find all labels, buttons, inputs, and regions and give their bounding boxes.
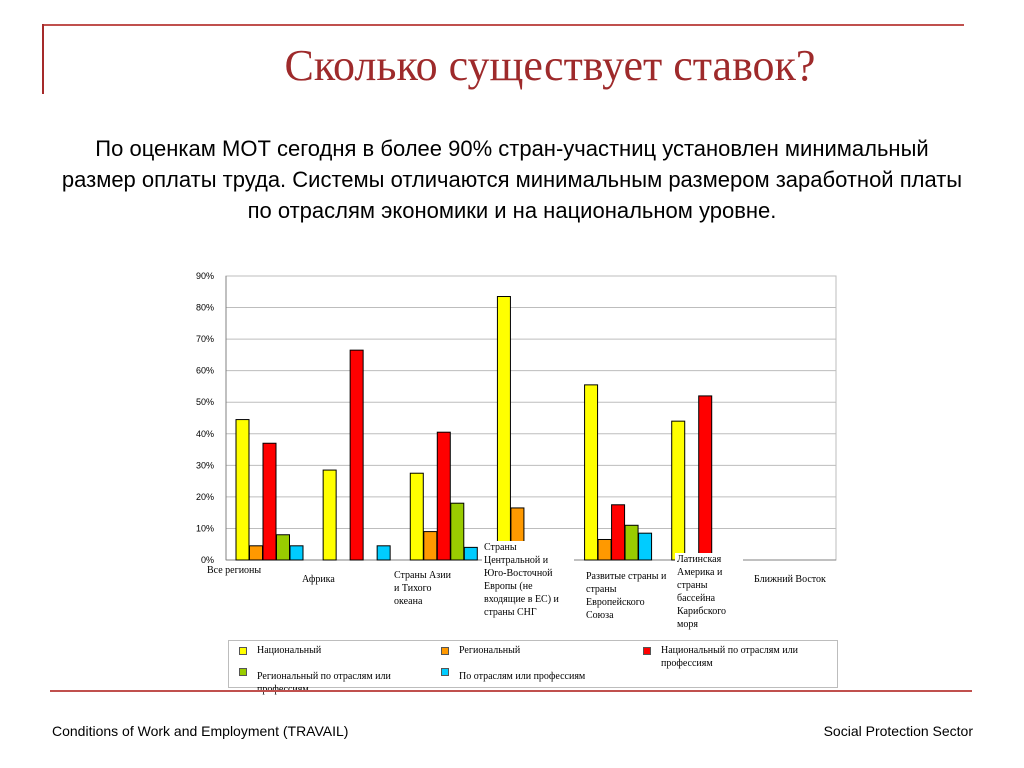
- bar: [249, 545, 263, 561]
- legend-label-national: Национальный: [257, 645, 322, 656]
- legend-swatch-national: [239, 647, 247, 655]
- y-tick-label: 30%: [196, 460, 214, 470]
- legend-label-sectoral: По отраслям или профессиям: [459, 671, 586, 682]
- bar: [322, 469, 337, 561]
- bar: [276, 534, 290, 561]
- legend-swatch-regional: [441, 647, 449, 655]
- category-label-developed-eu: Развитые страны и страны Европейского Со…: [584, 570, 672, 622]
- bar: [611, 504, 626, 561]
- bar: [496, 296, 511, 561]
- bottom-rule: [50, 690, 972, 692]
- bar: [423, 531, 438, 561]
- legend-label-regional: Региональный: [459, 645, 521, 656]
- y-tick-label: 40%: [196, 429, 214, 439]
- y-tick-label: 70%: [196, 334, 214, 344]
- bar: [289, 545, 304, 561]
- legend-label-national-sectoral: Национальный по отраслям или профессиям: [661, 645, 798, 669]
- bar: [376, 545, 391, 561]
- category-label-africa: Африка: [300, 573, 354, 586]
- slide-text: По оценкам МОТ сегодня в более 90% стран…: [61, 136, 963, 223]
- bar: [638, 532, 653, 561]
- category-label-cee-cis: Страны Центральной и Юго-Восточной Европ…: [482, 541, 574, 619]
- bar: [463, 546, 478, 561]
- y-tick-label: 50%: [196, 397, 214, 407]
- bar: [262, 442, 277, 561]
- category-label-asia-pacific: Страны Азии и Тихого океана: [392, 569, 460, 608]
- bar: [436, 431, 451, 561]
- y-tick-label: 10%: [196, 523, 214, 533]
- legend-swatch-national-sectoral: [643, 647, 651, 655]
- left-frame-line: [42, 24, 44, 94]
- y-tick-label: 20%: [196, 492, 214, 502]
- bar: [698, 395, 713, 561]
- bar: [597, 538, 612, 561]
- plot-area: [225, 275, 837, 561]
- y-tick-label: 0%: [201, 555, 214, 565]
- legend-label-regional-sectoral: Региональный по отраслям или профессиям: [257, 671, 391, 695]
- footer-left: Conditions of Work and Employment (TRAVA…: [52, 723, 349, 739]
- bar: [235, 419, 250, 561]
- top-frame-line: [42, 24, 964, 26]
- bar: [624, 524, 639, 561]
- category-label-latin-america: Латинская Америка и страны бассейна Кари…: [675, 553, 743, 631]
- legend-swatch-regional-sectoral: [239, 668, 247, 676]
- category-label-all-regions: Все регионы: [205, 564, 275, 577]
- y-tick-label: 80%: [196, 303, 214, 313]
- bar-chart: 90% 80% 70% 60% 50% 40% 30% 20% 10% 0%: [196, 271, 837, 565]
- y-tick-label: 90%: [196, 271, 214, 281]
- chart-legend: Национальный Региональный Национальный п…: [228, 640, 838, 695]
- slide-title: Сколько существует ставок?: [284, 41, 816, 90]
- y-tick-label: 60%: [196, 366, 214, 376]
- bar: [450, 502, 465, 561]
- bar: [584, 384, 599, 561]
- bar: [349, 349, 364, 561]
- category-label-middle-east: Ближний Восток: [752, 573, 840, 586]
- bar: [409, 472, 424, 561]
- footer-right: Social Protection Sector: [823, 723, 973, 739]
- legend-swatch-sectoral: [441, 668, 449, 676]
- bar: [671, 420, 686, 561]
